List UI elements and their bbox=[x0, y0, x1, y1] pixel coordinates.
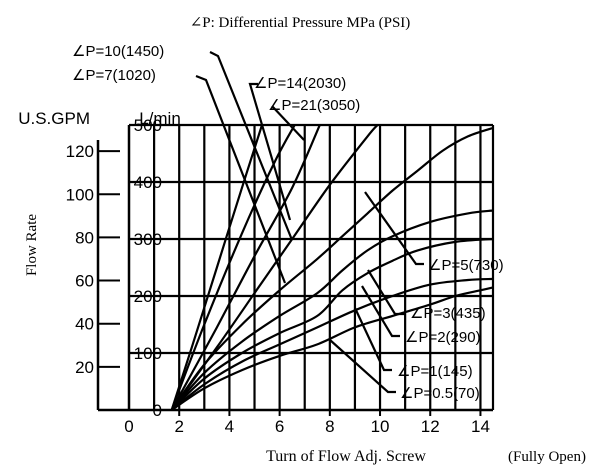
y-tick-label-lmin: 400 bbox=[134, 173, 162, 192]
y-tick-label-gpm: 80 bbox=[75, 228, 94, 247]
y-tick-label-lmin: 300 bbox=[134, 230, 162, 249]
series-labels: ∠P=10(1450) ∠P=7(1020) ∠P=14(2030) ∠P=21(30… bbox=[72, 43, 504, 402]
y-tick-label-gpm: 40 bbox=[75, 315, 94, 334]
series-label: ∠P=1(145) bbox=[397, 363, 473, 380]
series-label: ∠P=7(1020) bbox=[72, 67, 156, 84]
series-leader-line bbox=[367, 269, 405, 316]
y-tick-label-lmin: 200 bbox=[134, 287, 162, 306]
series-label: ∠P=14(2030) bbox=[254, 75, 346, 92]
series-label: ∠P=10(1450) bbox=[72, 43, 164, 60]
series-line bbox=[171, 277, 494, 411]
y-tick-label-gpm: 120 bbox=[66, 142, 94, 161]
series-lines bbox=[170, 124, 494, 411]
series-leader-line bbox=[209, 51, 294, 241]
series-line bbox=[170, 126, 494, 411]
y-tick-label-gpm: 100 bbox=[66, 185, 94, 204]
y-tick-label-lmin: 500 bbox=[134, 116, 162, 135]
series-line bbox=[170, 124, 296, 411]
series-line bbox=[170, 209, 494, 411]
x-tick-label: 14 bbox=[471, 417, 490, 436]
x-axis-suffix: (Fully Open) bbox=[508, 449, 586, 465]
x-tick-label: 2 bbox=[174, 417, 183, 436]
series-leader-line bbox=[361, 285, 400, 338]
series-label: ∠P=5(730) bbox=[428, 257, 504, 274]
x-tick-label: 12 bbox=[421, 417, 440, 436]
x-tick-label: 0 bbox=[124, 417, 133, 436]
y-unit-gpm: U.S.GPM bbox=[18, 109, 90, 128]
series-line bbox=[170, 124, 264, 411]
y-tick-label-lmin: 100 bbox=[134, 344, 162, 363]
series-label: ∠P=21(3050) bbox=[268, 97, 360, 114]
x-axis-title: Turn of Flow Adj. Screw bbox=[266, 448, 426, 465]
series-leader-line bbox=[329, 339, 396, 394]
series-line bbox=[170, 124, 321, 411]
series-leader-line bbox=[354, 307, 392, 372]
axes bbox=[96, 125, 493, 412]
series-leader-line bbox=[195, 74, 287, 284]
y-axis-title: Flow Rate bbox=[24, 214, 40, 276]
y-tick-label-lmin: 0 bbox=[153, 401, 162, 420]
x-tick-label: 8 bbox=[325, 417, 334, 436]
y-tick-label-gpm: 60 bbox=[75, 272, 94, 291]
series-label: ∠P=0.5(70) bbox=[400, 385, 480, 402]
series-label: ∠P=3(435) bbox=[410, 305, 486, 322]
series-line bbox=[170, 237, 494, 411]
y-unit-lmin: L/min bbox=[139, 109, 181, 128]
series-leader-line bbox=[248, 82, 292, 221]
series-leader-line bbox=[271, 105, 305, 141]
x-tick-label: 4 bbox=[225, 417, 234, 436]
series-line bbox=[171, 286, 494, 411]
x-tick-label: 10 bbox=[371, 417, 390, 436]
series-label: ∠P=2(290) bbox=[405, 329, 481, 346]
y-tick-label-gpm: 20 bbox=[75, 358, 94, 377]
chart-title: ∠P: Differential Pressure MPa (PSI) bbox=[190, 15, 411, 31]
tick-labels: 0 2 4 6 8 10 12 1401002003004005002040608010012… bbox=[66, 116, 490, 436]
x-tick-label: 6 bbox=[275, 417, 284, 436]
series-leader-line bbox=[364, 191, 424, 266]
